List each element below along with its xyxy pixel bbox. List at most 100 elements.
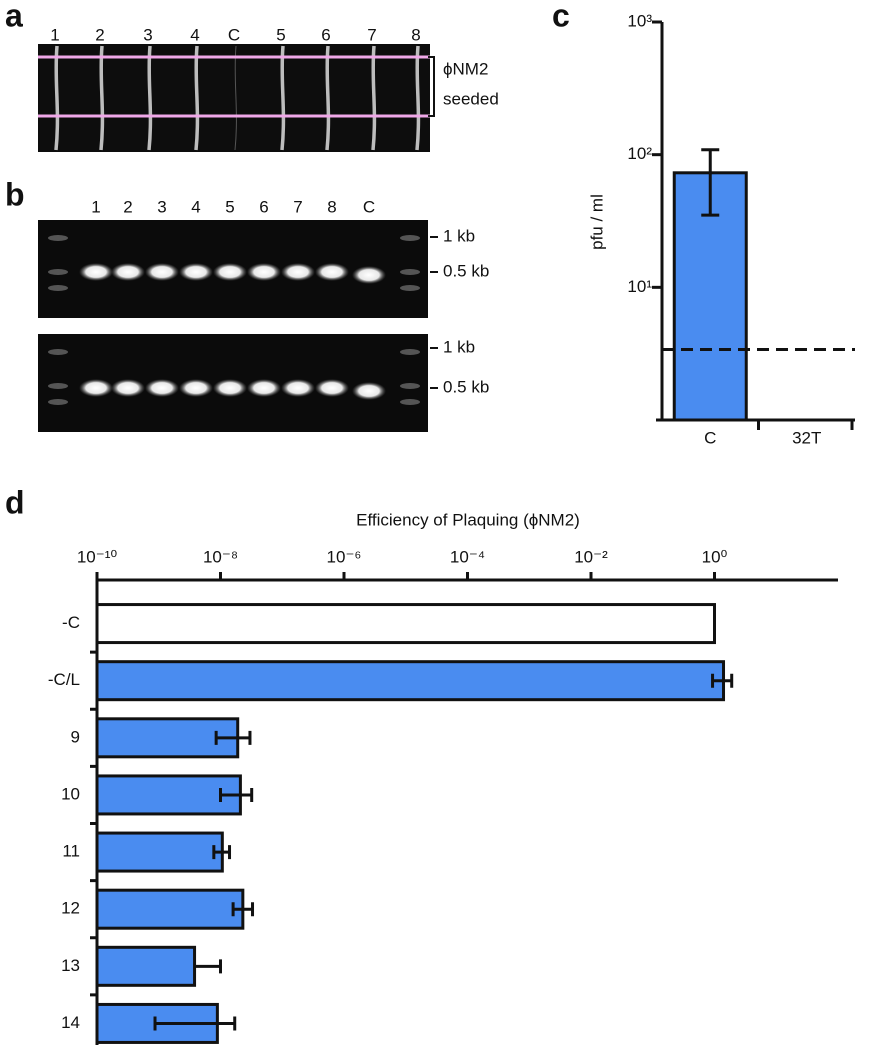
y-tick-label: -C/L	[48, 670, 80, 689]
streak	[54, 45, 60, 151]
chart-title: Efficiency of Plaquing (ϕNM2)	[356, 510, 580, 529]
y-tick-label: 9	[71, 727, 80, 746]
ladder-band	[400, 399, 420, 405]
band	[111, 263, 145, 281]
error-bar	[194, 959, 222, 974]
error-bar	[231, 902, 255, 917]
ladder-band	[48, 349, 68, 355]
x-tick-label: 10⁰	[702, 547, 728, 566]
y-tick-label: 13	[61, 956, 80, 975]
panel-label: a	[5, 0, 23, 33]
annotation: seeded	[443, 89, 499, 108]
streak	[415, 45, 421, 151]
bar	[95, 603, 716, 645]
lane-label: 3	[157, 197, 166, 216]
x-tick-label: 10⁻⁸	[203, 547, 238, 566]
band	[145, 263, 179, 281]
lane-label: C	[228, 25, 240, 44]
band	[352, 266, 386, 284]
marker-label: 1 kb	[443, 337, 475, 356]
ladder-band	[48, 399, 68, 405]
bar	[95, 660, 726, 702]
band	[145, 379, 179, 397]
annotation: ϕNM2	[443, 59, 488, 78]
panel-label: c	[552, 0, 570, 33]
lane-label: 4	[190, 25, 199, 44]
panel-label: d	[5, 484, 25, 520]
error-bar	[212, 845, 232, 860]
ladder-band	[48, 269, 68, 275]
y-tick-label: 12	[61, 899, 80, 918]
error-bar	[214, 730, 252, 745]
ladder-band	[400, 285, 420, 291]
marker-label: 0.5 kb	[443, 261, 489, 280]
gel-image	[38, 44, 430, 152]
streak	[371, 45, 377, 151]
streak	[147, 45, 153, 151]
y-axis-label: pfu / ml	[587, 194, 606, 250]
band	[179, 379, 213, 397]
y-tick-label: 14	[61, 1013, 80, 1032]
panel-label: b	[5, 176, 25, 212]
x-tick-label: 10⁻²	[574, 547, 608, 566]
marker-label: 1 kb	[443, 226, 475, 245]
band	[352, 382, 386, 400]
band	[247, 263, 281, 281]
y-tick-label: 10	[61, 784, 80, 803]
bar	[95, 774, 242, 816]
band	[111, 379, 145, 397]
lane-label: 7	[367, 25, 376, 44]
bar	[95, 831, 224, 873]
x-tick-label: C	[704, 428, 716, 447]
lane-label: 8	[327, 197, 336, 216]
lane-label: 6	[321, 25, 330, 44]
x-tick-label: 10⁻⁴	[450, 547, 485, 566]
lane-label: 5	[225, 197, 234, 216]
error-bar	[153, 1016, 237, 1031]
lane-label: 2	[95, 25, 104, 44]
lane-label: 3	[143, 25, 152, 44]
x-tick-label: 10⁻¹⁰	[77, 547, 118, 566]
y-tick-label: 10³	[627, 11, 652, 30]
ladder-band	[48, 383, 68, 389]
lane-label: 1	[91, 197, 100, 216]
band	[79, 263, 113, 281]
ladder-band	[400, 383, 420, 389]
lane-label: 1	[50, 25, 59, 44]
x-tick-label: 32T	[792, 428, 821, 447]
error-bar	[711, 673, 734, 688]
bar	[95, 945, 197, 987]
band	[79, 379, 113, 397]
band	[315, 379, 349, 397]
ladder-band	[400, 269, 420, 275]
lane-label: C	[363, 197, 375, 216]
lane-label: 2	[123, 197, 132, 216]
y-tick-label: 11	[62, 842, 80, 861]
ladder-band	[400, 235, 420, 241]
band	[247, 379, 281, 397]
y-tick-label: 10²	[627, 144, 652, 163]
lane-label: 8	[411, 25, 420, 44]
marker-label: 0.5 kb	[443, 377, 489, 396]
error-bar	[701, 148, 720, 217]
ladder-band	[48, 285, 68, 291]
ladder-band	[400, 349, 420, 355]
band	[213, 263, 247, 281]
bar	[95, 888, 245, 930]
gel-bands	[48, 235, 420, 405]
lane-label: 7	[293, 197, 302, 216]
bracket	[428, 56, 435, 117]
y-tick-label: -C	[62, 613, 80, 632]
x-tick-label: 10⁻⁶	[327, 547, 362, 566]
error-bar	[219, 787, 254, 802]
band	[213, 379, 247, 397]
lane-label: 5	[276, 25, 285, 44]
ladder-band	[48, 235, 68, 241]
streak	[325, 45, 331, 151]
lane-label: 6	[259, 197, 268, 216]
band	[179, 263, 213, 281]
streak	[194, 45, 200, 151]
band	[281, 379, 315, 397]
y-tick-label: 10¹	[627, 277, 652, 296]
